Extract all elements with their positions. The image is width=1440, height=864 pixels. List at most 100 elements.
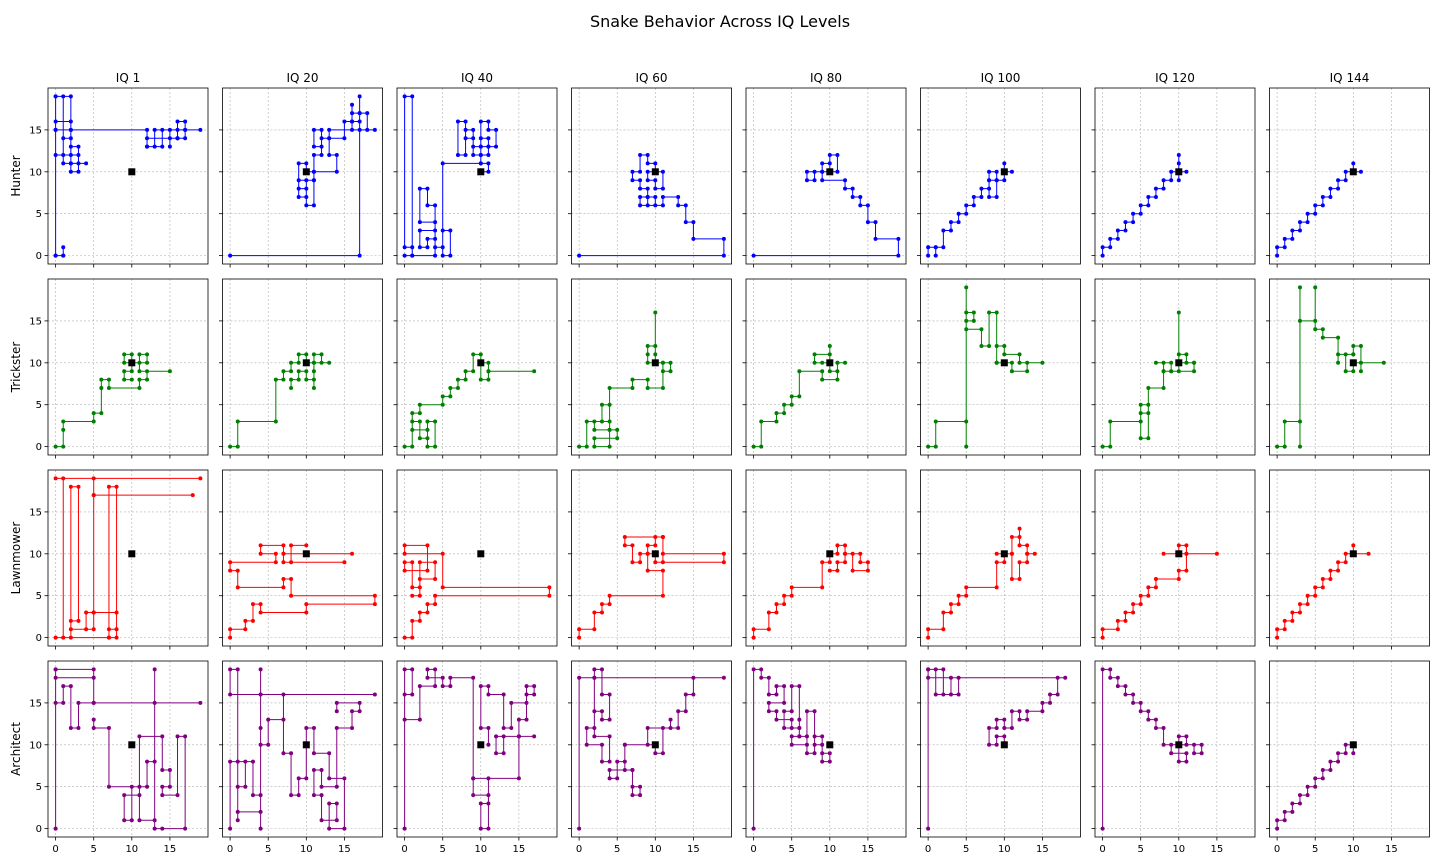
snake-point <box>599 602 604 607</box>
snake-point <box>1100 444 1105 449</box>
subplot-hunter-0: 0 5 10 15 IQ 1 Hunter <box>9 71 209 268</box>
snake-point <box>311 767 316 772</box>
snake-point <box>68 161 73 166</box>
snake-point <box>835 360 840 365</box>
snake-point <box>607 717 612 722</box>
snake-point <box>812 352 817 357</box>
snake-point <box>524 684 529 689</box>
snake-point <box>751 826 756 831</box>
snake-point <box>1320 327 1325 332</box>
plot-frame <box>396 469 558 647</box>
snake-point <box>1336 560 1341 565</box>
y-tick-label: 5 <box>36 782 42 793</box>
snake-point <box>1313 776 1318 781</box>
snake-point <box>1336 751 1341 756</box>
snake-point <box>1275 245 1280 250</box>
snake-point <box>1275 627 1280 632</box>
snake-point <box>653 543 658 548</box>
snake-point <box>599 717 604 722</box>
snake-point <box>440 675 445 680</box>
snake-point <box>964 419 969 424</box>
x-tick-label: 10 <box>998 844 1011 855</box>
snake-point <box>372 602 377 607</box>
snake-point <box>478 161 483 166</box>
snake-point <box>425 427 430 432</box>
column-title: IQ 100 <box>981 71 1021 85</box>
snake-point <box>1100 627 1105 632</box>
snake-point <box>486 369 491 374</box>
snake-point <box>425 667 430 672</box>
snake-point <box>455 153 460 158</box>
snake-point <box>1100 253 1105 258</box>
snake-point <box>782 726 787 731</box>
plot-frame <box>745 469 907 647</box>
snake-point <box>183 136 188 141</box>
snake-point <box>1275 444 1280 449</box>
snake-point <box>410 618 415 623</box>
snake-point <box>994 169 999 174</box>
snake-point <box>607 419 612 424</box>
snake-point <box>1313 327 1318 332</box>
snake-point <box>676 709 681 714</box>
snake-point <box>198 127 203 132</box>
snake-point <box>357 700 362 705</box>
snake-point <box>1297 228 1302 233</box>
snake-point <box>653 178 658 183</box>
snake-point <box>676 726 681 731</box>
snake-point <box>53 476 58 481</box>
snake-point <box>1040 360 1045 365</box>
x-tick-label: 10 <box>300 844 313 855</box>
x-tick-label: 5 <box>963 844 969 855</box>
snake-point <box>122 793 127 798</box>
snake-point <box>304 352 309 357</box>
snake-point <box>84 610 89 615</box>
snake-point <box>1123 692 1128 697</box>
snake-point <box>1138 436 1143 441</box>
snake-path <box>1276 163 1361 256</box>
snake-point <box>653 344 658 349</box>
snake-point <box>827 369 832 374</box>
snake-point <box>1275 253 1280 258</box>
snake-point <box>789 585 794 590</box>
snake-point <box>858 560 863 565</box>
snake-point <box>926 667 931 672</box>
target-marker <box>826 359 834 367</box>
snake-point <box>129 352 134 357</box>
snake-point <box>1336 352 1341 357</box>
snake-point <box>327 127 332 132</box>
snake-point <box>304 161 309 166</box>
snake-point <box>160 767 165 772</box>
target-marker <box>302 168 310 176</box>
row-label: Trickster <box>9 342 23 394</box>
snake-point <box>653 560 658 565</box>
snake-point <box>789 726 794 731</box>
snake-point <box>160 144 165 149</box>
snake-point <box>630 793 635 798</box>
snake-point <box>926 675 931 680</box>
snake-point <box>592 675 597 680</box>
snake-point <box>235 818 240 823</box>
target-marker <box>1175 168 1183 176</box>
snake-point <box>607 402 612 407</box>
snake-point <box>1017 709 1022 714</box>
snake-point <box>691 220 696 225</box>
snake-point <box>599 667 604 672</box>
plot-frame <box>396 278 558 456</box>
snake-point <box>433 236 438 241</box>
snake-point <box>402 551 407 556</box>
snake-point <box>1017 543 1022 548</box>
row-label: Lawnmower <box>9 522 23 595</box>
snake-point <box>1184 360 1189 365</box>
snake-point <box>1290 618 1295 623</box>
snake-point <box>76 169 81 174</box>
snake-point <box>53 635 58 640</box>
subplot-trickster-5 <box>917 278 1081 459</box>
snake-point <box>1002 717 1007 722</box>
snake-path <box>55 353 170 448</box>
subplot-architect-7: 0 5 10 15 <box>1266 660 1430 855</box>
snake-point <box>827 344 832 349</box>
plot-frame <box>1269 660 1430 838</box>
column-title: IQ 80 <box>810 71 842 85</box>
snake-point <box>835 560 840 565</box>
plot-frame <box>920 660 1081 838</box>
